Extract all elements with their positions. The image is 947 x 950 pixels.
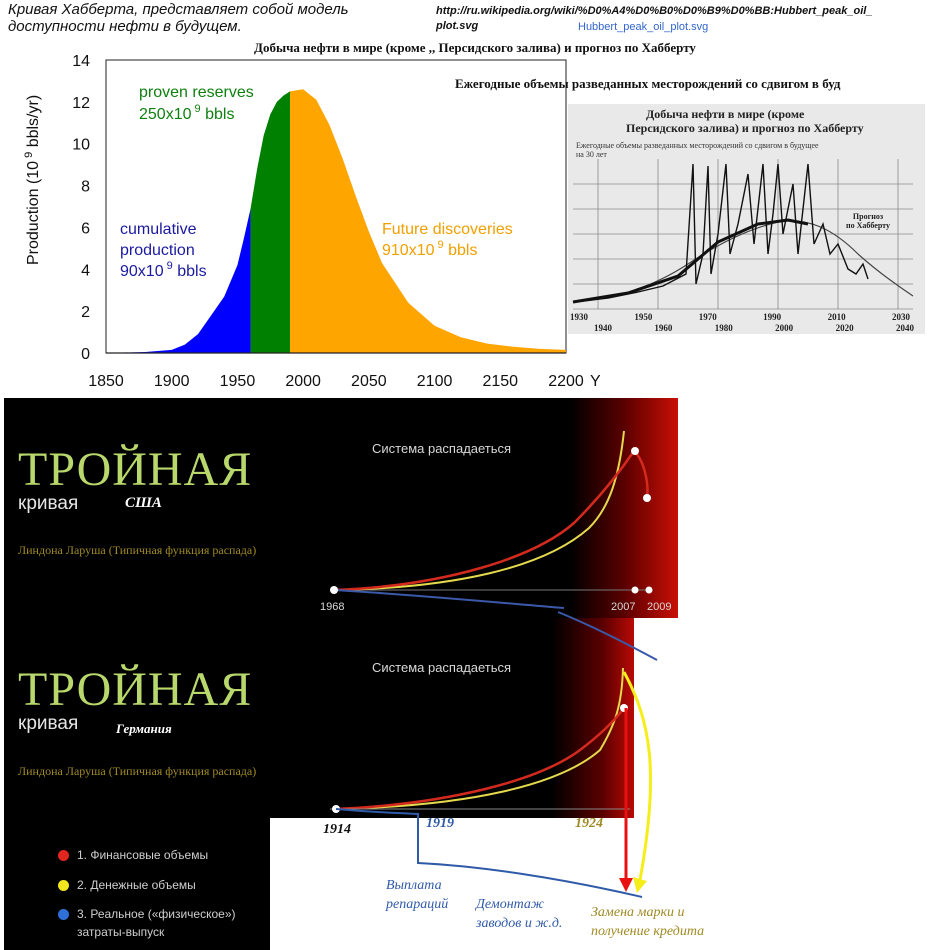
area-cumulative	[106, 208, 251, 353]
y-tick-label: 0	[81, 346, 90, 363]
germany-overlay	[330, 611, 658, 898]
scan-tick-bottom: 1980	[714, 323, 733, 333]
scan-tick-top: 1970	[698, 312, 717, 322]
hubbert-title-ru: Добыча нефти в мире (кроме ,, Персидског…	[254, 40, 696, 55]
y-tick-label: 6	[81, 220, 90, 237]
germany-panel: ТРОЙНАЯ кривая Германия Линдона Ларуша (…	[4, 618, 634, 818]
cumulative-label-line2: production	[120, 242, 195, 259]
usa-year-2009: 2009	[647, 601, 672, 613]
legend-dot-blue	[58, 909, 69, 921]
x-tick-label: 2050	[351, 373, 387, 390]
legend-dot-red	[58, 850, 69, 862]
scan-ticks-bottom: 1940 1960 1980 2000 2020 2040	[594, 323, 914, 333]
annotation-dismantle: Демонтаж заводов и ж.д.	[476, 897, 563, 931]
proven-label-line1: proven reserves	[139, 84, 254, 101]
y-tick-label: 8	[81, 179, 90, 196]
usa-title-small: кривая	[18, 493, 79, 514]
annotation-mark-credit: Замена марки и получение кредита	[591, 905, 705, 939]
usa-year-start: 1968	[320, 601, 345, 613]
scan-tick-top: 1930	[570, 312, 588, 322]
future-label-line1: Future discoveries	[382, 221, 513, 238]
legend-item-financial: 1. Финансовые объемы	[58, 848, 208, 863]
usa-system-label: Система распадаеться	[372, 441, 512, 456]
cumulative-label-line3: 90x10 9 bbls	[120, 260, 207, 280]
scan-forecast-label: Прогноз по Хабберту	[846, 212, 890, 230]
y-axis-label: Production (10 9 bbls/yr)	[23, 95, 42, 265]
scan-tick-bottom: 2020	[835, 323, 854, 333]
y-tick-label: 12	[72, 95, 90, 112]
usa-curves	[330, 430, 653, 609]
source-link[interactable]: Hubbert_peak_oil_plot.svg	[578, 21, 709, 33]
germany-year-1924: 1924	[575, 816, 603, 831]
proven-label-line2: 250x10 9 bbls	[139, 103, 234, 123]
scan-tick-top: 1950	[634, 312, 653, 322]
legend-panel: 1. Финансовые объемы 2. Денежные объемы …	[4, 818, 270, 950]
hubbert-chart: 0 2 4 6 8 10 12 14 1850 1900 1950 2000 2050 2100 2150…	[23, 53, 600, 390]
usa-subtitle: Линдона Ларуша (Типичная функция распада…	[18, 543, 257, 557]
germany-subtitle: Линдона Ларуша (Типичная функция распада…	[18, 764, 257, 778]
scan-tick-bottom: 2040	[895, 323, 914, 333]
x-axis-label: Year	[590, 373, 600, 390]
area-future	[290, 89, 566, 354]
scan-ticks-top: 1930 1950 1970 1990 2010 2030	[570, 312, 910, 322]
germany-country: Германия	[116, 721, 172, 736]
germany-year-1919: 1919	[426, 816, 454, 831]
y-tick-label: 4	[81, 262, 90, 279]
legend-item-money: 2. Денежные объемы	[58, 878, 196, 893]
source-url[interactable]: http://ru.wikipedia.org/wiki/%D0%A4%D0%B…	[436, 5, 873, 32]
y-tick-label: 14	[72, 53, 90, 70]
caption: Кривая Хабберта, представляет собой моде…	[8, 1, 349, 35]
scan-tick-bottom: 1940	[594, 323, 612, 333]
scan-subtitle: Ежегодные объемы разведанных месторожден…	[576, 141, 819, 150]
x-tick-label: 2200	[548, 373, 584, 390]
scan-tick-top: 1990	[763, 312, 782, 322]
scan-title: Добыча нефти в мире (кроме	[646, 107, 805, 121]
usa-country: США	[125, 495, 162, 511]
scan-tick-top: 2010	[827, 312, 846, 322]
scan-plot	[572, 159, 914, 310]
x-tick-label: 1950	[220, 373, 256, 390]
area-proven	[250, 91, 290, 354]
germany-title-big: ТРОЙНАЯ	[18, 663, 253, 716]
x-tick-label: 2000	[285, 373, 321, 390]
germany-title-small: кривая	[18, 713, 79, 734]
scan-subtitle-2: на 30 лет	[576, 150, 607, 159]
germany-year-1914: 1914	[323, 822, 351, 837]
usa-title-big: ТРОЙНАЯ	[18, 443, 253, 496]
hubbert-subtitle-ru: Ежегодные объемы разведанных месторожден…	[455, 76, 841, 91]
annotation-reparations: Выплата репараций	[386, 878, 449, 912]
scanned-chart: Добыча нефти в мире (кроме Персидского з…	[568, 104, 925, 334]
scan-tick-bottom: 1960	[654, 323, 673, 333]
germany-system-label: Система распадаеться	[372, 660, 512, 675]
x-tick-label: 1900	[154, 373, 190, 390]
future-label-line2: 910x10 9 bbls	[382, 239, 477, 259]
usa-year-2007: 2007	[611, 601, 636, 613]
scan-title-2: Персидского залива) и прогноз по Хабберт…	[626, 121, 864, 135]
cumulative-label-line1: cumulative	[120, 221, 197, 238]
scan-tick-bottom: 2000	[775, 323, 794, 333]
y-tick-label: 2	[81, 304, 90, 321]
x-tick-label: 2150	[482, 373, 518, 390]
x-tick-label: 1850	[88, 373, 124, 390]
y-tick-label: 10	[72, 137, 90, 154]
legend-dot-yellow	[58, 880, 69, 892]
legend-item-real: 3. Реальное («физическое»)	[58, 907, 236, 922]
usa-panel: ТРОЙНАЯ кривая США Линдона Ларуша (Типич…	[4, 398, 678, 618]
scan-tick-top: 2030	[891, 312, 910, 322]
legend-item-real-2: затраты-выпуск	[77, 925, 165, 939]
x-tick-label: 2100	[417, 373, 453, 390]
